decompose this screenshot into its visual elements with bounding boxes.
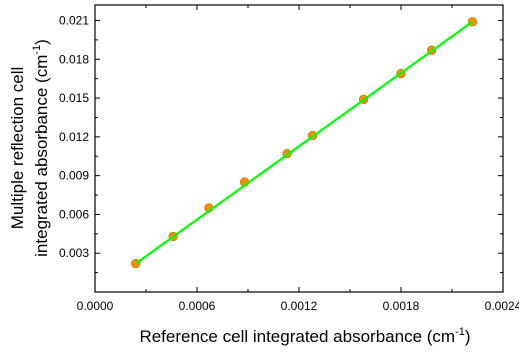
x-tick-label: 0.0006 [179, 299, 216, 313]
fit-line [135, 20, 474, 265]
y-axis-title-line2: integrated absorbance (cm-1) [31, 39, 51, 257]
x-tick-label: 0.0024 [485, 299, 519, 313]
y-tick-label: 0.009 [59, 169, 89, 183]
x-axis-title: Reference cell integrated absorbance (cm… [139, 326, 470, 346]
axes-layer: 0.0000 0.0006 0.0012 0.0018 0.0024 0.003 0.006… [59, 4, 519, 313]
y-tick-label: 0.006 [59, 207, 89, 221]
y-tick-label: 0.015 [59, 91, 89, 105]
x-tick-label: 0.0012 [281, 299, 318, 313]
y-axis-title-line1: Multiple reflection cell [8, 67, 27, 230]
y-tick-label: 0.021 [59, 14, 89, 28]
y-tick-label: 0.012 [59, 130, 89, 144]
x-tick-label: 0.0018 [383, 299, 420, 313]
y-tick-label: 0.018 [59, 52, 89, 66]
x-tick-label: 0.0000 [77, 299, 114, 313]
plot-layer [131, 17, 478, 269]
y-tick-label: 0.003 [59, 246, 89, 260]
